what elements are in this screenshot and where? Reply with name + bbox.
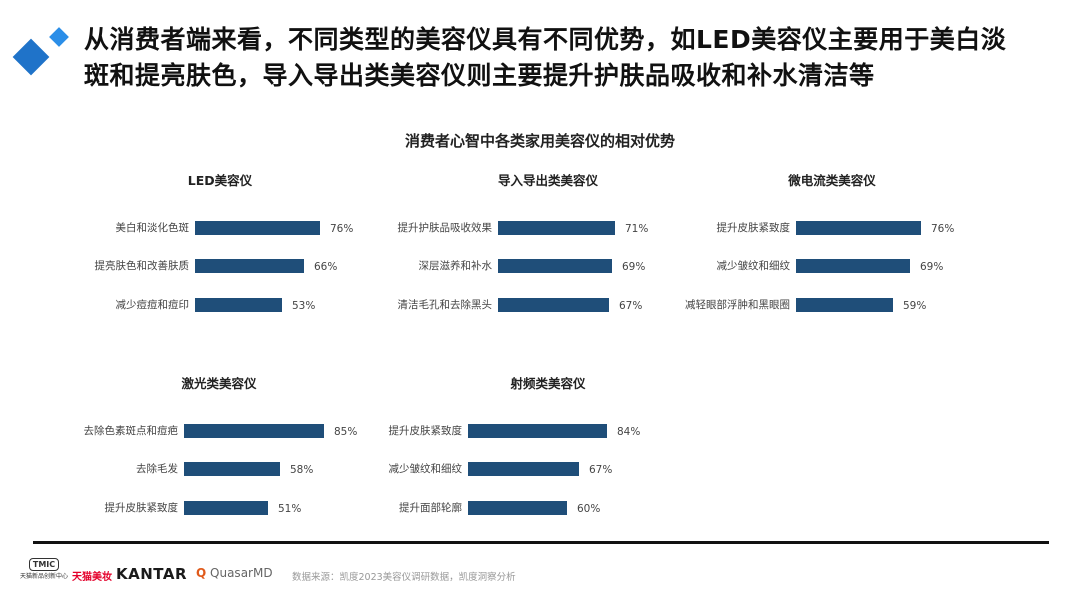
chart-title: 微电流类美容仪 [788,173,876,188]
quasar-icon: Q [196,566,207,580]
bar [184,501,268,515]
chart-title: 激光类美容仪 [181,376,257,391]
bar-row: 减少皱纹和细纹 67% [370,462,690,478]
bar-row: 提升皮肤紧致度 76% [700,221,1020,237]
bar-row: 去除毛发 58% [40,462,360,478]
value-label: 76% [931,223,955,235]
bar-row: 去除色素斑点和痘疤 85% [40,424,360,440]
tmic-badge: TMIC [28,558,60,571]
data-source-note: 数据来源：凯度2023美容仪调研数据，凯度洞察分析 [292,572,516,583]
chart-subtitle: 消费者心智中各类家用美容仪的相对优势 [404,132,675,150]
value-label: 51% [278,503,302,515]
category-label: 提升面部轮廓 [399,502,462,514]
bar [195,221,320,235]
bar-row: 减少痘痘和痘印 53% [40,298,360,314]
bar-row: 提升护肤品吸收效果 71% [370,221,690,237]
quasar-label: QuasarMD [210,566,273,580]
bar [498,298,609,312]
bar-row: 提升皮肤紧致度 51% [40,501,360,517]
category-label: 提升护肤品吸收效果 [397,222,493,234]
headline-line-2: 斑和提亮肤色，导入导出类美容仪则主要提升护肤品吸收和补水清洁等 [84,61,875,90]
value-label: 58% [290,464,314,476]
category-label: 减少皱纹和细纹 [388,463,463,475]
value-label: 85% [334,426,358,438]
bar-row: 提升皮肤紧致度 84% [370,424,690,440]
chart-title: LED美容仪 [187,173,253,188]
kantar-logo: KANTAR [116,565,188,583]
category-label: 提升皮肤紧致度 [104,502,179,514]
chart-panel-5: 射频类美容仪提升皮肤紧致度 84% 减少皱纹和细纹 67% 提升面部轮廓 60% [370,373,690,523]
bar [468,424,607,438]
chart-panel-3: 微电流类美容仪提升皮肤紧致度 76% 减少皱纹和细纹 69% 减轻眼部浮肿和黑眼圈 59% [685,170,1020,320]
bar-row: 提亮肤色和改善肤质 66% [40,259,360,275]
chart-title: 导入导出类美容仪 [497,173,598,188]
bar [184,462,280,476]
category-label: 深层滋养和补水 [418,260,493,272]
bar-row: 提升面部轮廓 60% [370,501,690,517]
brand-diamond-icon [12,27,69,76]
value-label: 69% [920,261,944,273]
value-label: 76% [330,223,354,235]
bar [184,424,324,438]
value-label: 67% [619,300,643,312]
tmic-caption: 天猫新品创新中心 [20,573,69,580]
category-label: 去除色素斑点和痘疤 [83,425,179,437]
value-label: 69% [622,261,646,273]
bar [195,259,304,273]
bar-row: 减少皱纹和细纹 69% [700,259,1020,275]
bar-row: 清洁毛孔和去除黑头 67% [370,298,690,314]
headline-line-1: 从消费者端来看，不同类型的美容仪具有不同优势，如LED美容仪主要用于美白淡 [84,25,1007,54]
category-label: 美白和淡化色斑 [115,222,190,234]
chart-panel-4: 激光类美容仪去除色素斑点和痘疤 85% 去除毛发 58% 提升皮肤紧致度 51% [40,373,360,523]
value-label: 84% [617,426,641,438]
bar [195,298,282,312]
footer-divider [33,541,1049,544]
value-label: 71% [625,223,649,235]
category-label: 提升皮肤紧致度 [388,425,463,437]
bar [468,462,579,476]
quasar-logo: Q QuasarMD [196,566,273,580]
value-label: 60% [577,503,601,515]
category-label: 减少皱纹和细纹 [716,260,791,272]
value-label: 59% [903,300,927,312]
tmic-logo: TMIC 天猫新品创新中心 [20,556,68,590]
category-label: 减轻眼部浮肿和黑眼圈 [685,299,790,311]
value-label: 66% [314,261,338,273]
category-label: 提亮肤色和改善肤质 [94,260,190,272]
category-label: 减少痘痘和痘印 [115,299,190,311]
bar-row: 深层滋养和补水 69% [370,259,690,275]
bar-row: 减轻眼部浮肿和黑眼圈 59% [685,298,1020,314]
value-label: 53% [292,300,316,312]
page-headline: 从消费者端来看，不同类型的美容仪具有不同优势，如LED美容仪主要用于美白淡 斑和… [84,22,1064,94]
bar [796,221,921,235]
chart-panel-1: LED美容仪美白和淡化色斑 76% 提亮肤色和改善肤质 66% 减少痘痘和痘印 53% [40,170,360,320]
bar [468,501,567,515]
bar [498,221,615,235]
bar [796,259,910,273]
bar [498,259,612,273]
category-label: 去除毛发 [136,463,178,475]
bar-row: 美白和淡化色斑 76% [40,221,360,237]
value-label: 67% [589,464,613,476]
category-label: 提升皮肤紧致度 [716,222,791,234]
bar [796,298,893,312]
chart-panel-2: 导入导出类美容仪提升护肤品吸收效果 71% 深层滋养和补水 69% 清洁毛孔和去除黑头 6… [370,170,690,320]
category-label: 清洁毛孔和去除黑头 [397,299,493,311]
tmall-beauty-logo: 天猫美妆 [72,572,112,583]
chart-title: 射频类美容仪 [510,376,586,391]
